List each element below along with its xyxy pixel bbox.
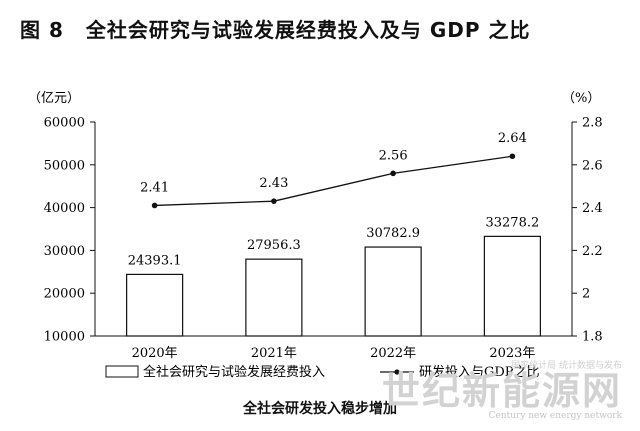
right-axis-ticks: 1.8 2 2.2 2.4 2.6 2.8 <box>572 116 603 345</box>
right-tick-label: 2 <box>582 287 590 302</box>
bar <box>126 273 184 337</box>
x-tick-label: 2021年 <box>251 346 297 361</box>
bar-value-label: 24393.1 <box>128 253 182 268</box>
bar-series: 24393.1 27956.3 30782.9 33278.2 <box>126 215 541 337</box>
right-tick-label: 2.4 <box>582 201 603 216</box>
ratio-line <box>154 155 513 207</box>
legend-bar-label: 全社会研究与试验发展经费投入 <box>143 364 325 380</box>
right-tick-label: 2.8 <box>582 116 603 131</box>
right-axis-unit: （%） <box>562 91 600 106</box>
x-tick-label: 2020年 <box>132 346 178 361</box>
left-axis-ticks: 10000 20000 30000 40000 50000 60000 <box>44 116 95 345</box>
legend-line-label: 研发投入与GDP之比 <box>419 364 540 380</box>
bar <box>245 258 303 337</box>
right-tick-label: 1.8 <box>582 330 603 345</box>
left-tick-label: 40000 <box>44 201 85 216</box>
ratio-value-label: 2.64 <box>498 131 527 146</box>
ratio-point <box>509 153 516 160</box>
left-tick-label: 20000 <box>44 287 85 302</box>
ratio-line-series: 2.41 2.43 2.56 2.64 <box>140 131 527 209</box>
figure-caption: 全社会研发投入稳步增加 <box>243 401 397 417</box>
ratio-point <box>390 170 396 177</box>
left-tick-label: 10000 <box>44 330 85 345</box>
figure-title: 全社会研究与试验发展经费投入及与 GDP 之比 <box>85 18 531 42</box>
legend: 全社会研究与试验发展经费投入 研发投入与GDP之比 <box>105 364 540 380</box>
bar <box>364 246 422 337</box>
left-axis-unit: （亿元） <box>28 91 80 106</box>
bar-value-label: 30782.9 <box>366 226 420 241</box>
legend-line-marker <box>394 369 400 375</box>
bar <box>483 235 541 337</box>
left-tick-label: 50000 <box>44 158 85 173</box>
left-tick-label: 30000 <box>44 244 85 259</box>
figure-number: 图 8 <box>20 18 64 42</box>
ratio-value-label: 2.43 <box>259 176 288 191</box>
bar-value-label: 27956.3 <box>247 238 301 253</box>
right-tick-label: 2.2 <box>582 244 603 259</box>
bar-value-label: 33278.2 <box>485 215 539 230</box>
ratio-point <box>151 202 158 209</box>
x-tick-label: 2023年 <box>489 346 535 361</box>
chart-title: 图 8 全社会研究与试验发展经费投入及与 GDP 之比 <box>20 14 531 43</box>
x-axis-labels: 2020年 2021年 2022年 2023年 <box>132 346 536 361</box>
left-tick-label: 60000 <box>44 116 85 131</box>
ratio-value-label: 2.56 <box>379 148 408 163</box>
x-tick-label: 2022年 <box>370 346 416 361</box>
right-tick-label: 2.6 <box>582 158 603 173</box>
ratio-value-label: 2.41 <box>140 180 169 195</box>
ratio-point <box>271 198 277 204</box>
legend-bar-swatch <box>105 365 139 378</box>
